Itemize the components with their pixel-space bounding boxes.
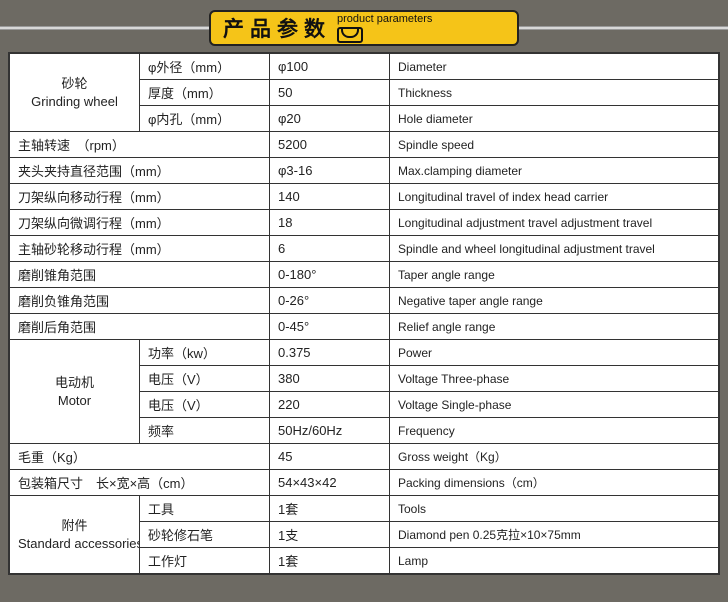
param-en: Max.clamping diameter [390, 158, 719, 184]
table-row: 附件Standard accessories工具1套Tools [10, 496, 719, 522]
header-title-cn: 产品参数 [223, 13, 331, 43]
param-en: Taper angle range [390, 262, 719, 288]
param-en: Negative taper angle range [390, 288, 719, 314]
param-en: Diameter [390, 54, 719, 80]
param-label: 功率（kw） [140, 340, 270, 366]
param-en: Spindle speed [390, 132, 719, 158]
param-label: 电压（V） [140, 392, 270, 418]
envelope-icon [337, 27, 363, 43]
param-label: 刀架纵向移动行程（mm） [10, 184, 270, 210]
param-en: Voltage Three-phase [390, 366, 719, 392]
param-en: Packing dimensions（cm） [390, 470, 719, 496]
param-value: 0-26° [270, 288, 390, 314]
param-label: 工具 [140, 496, 270, 522]
param-value: φ3-16 [270, 158, 390, 184]
table-row: 主轴转速 （rpm）5200Spindle speed [10, 132, 719, 158]
group-cell: 砂轮Grinding wheel [10, 54, 140, 132]
param-value: 140 [270, 184, 390, 210]
param-label: 砂轮修石笔 [140, 522, 270, 548]
param-label: 磨削负锥角范围 [10, 288, 270, 314]
param-en: Hole diameter [390, 106, 719, 132]
table-row: 主轴砂轮移动行程（mm）6Spindle and wheel longitudi… [10, 236, 719, 262]
param-value: 50Hz/60Hz [270, 418, 390, 444]
param-en: Power [390, 340, 719, 366]
header: 产品参数 product parameters [0, 0, 728, 46]
param-label: 厚度（mm） [140, 80, 270, 106]
table-row: 夹头夹持直径范围（mm）φ3-16Max.clamping diameter [10, 158, 719, 184]
table-row: 砂轮Grinding wheelφ外径（mm）φ100Diameter [10, 54, 719, 80]
param-label: 频率 [140, 418, 270, 444]
param-value: φ20 [270, 106, 390, 132]
param-en: Longitudinal travel of index head carrie… [390, 184, 719, 210]
param-value: 0-180° [270, 262, 390, 288]
param-label: 刀架纵向微调行程（mm） [10, 210, 270, 236]
param-en: Tools [390, 496, 719, 522]
param-label: 磨削后角范围 [10, 314, 270, 340]
param-label: φ外径（mm） [140, 54, 270, 80]
table-row: 磨削后角范围0-45°Relief angle range [10, 314, 719, 340]
param-label: 夹头夹持直径范围（mm） [10, 158, 270, 184]
param-en: Frequency [390, 418, 719, 444]
parameters-table: 砂轮Grinding wheelφ外径（mm）φ100Diameter厚度（mm… [9, 53, 719, 574]
param-value: 1套 [270, 496, 390, 522]
param-en: Spindle and wheel longitudinal adjustmen… [390, 236, 719, 262]
param-label: 磨削锥角范围 [10, 262, 270, 288]
param-en: Voltage Single-phase [390, 392, 719, 418]
header-badge: 产品参数 product parameters [209, 10, 519, 46]
header-title-en: product parameters [337, 13, 432, 25]
param-value: 5200 [270, 132, 390, 158]
param-value: 1套 [270, 548, 390, 574]
param-value: 54×43×42 [270, 470, 390, 496]
param-label: 工作灯 [140, 548, 270, 574]
param-label: 电压（V） [140, 366, 270, 392]
table-row: 包装箱尺寸 长×宽×高（cm）54×43×42Packing dimension… [10, 470, 719, 496]
param-label: 主轴转速 （rpm） [10, 132, 270, 158]
param-label: φ内孔（mm） [140, 106, 270, 132]
table-row: 磨削锥角范围0-180°Taper angle range [10, 262, 719, 288]
param-value: 1支 [270, 522, 390, 548]
param-en: Relief angle range [390, 314, 719, 340]
param-en: Thickness [390, 80, 719, 106]
param-value: 220 [270, 392, 390, 418]
param-label: 毛重（Kg） [10, 444, 270, 470]
param-value: 18 [270, 210, 390, 236]
table-row: 刀架纵向微调行程（mm）18Longitudinal adjustment tr… [10, 210, 719, 236]
group-cell: 电动机Motor [10, 340, 140, 444]
table-row: 电动机Motor功率（kw）0.375Power [10, 340, 719, 366]
param-en: Lamp [390, 548, 719, 574]
param-value: 50 [270, 80, 390, 106]
param-value: 0.375 [270, 340, 390, 366]
parameters-table-wrap: 砂轮Grinding wheelφ外径（mm）φ100Diameter厚度（mm… [8, 52, 720, 575]
param-value: 380 [270, 366, 390, 392]
param-label: 主轴砂轮移动行程（mm） [10, 236, 270, 262]
param-value: 0-45° [270, 314, 390, 340]
param-label: 包装箱尺寸 长×宽×高（cm） [10, 470, 270, 496]
table-row: 刀架纵向移动行程（mm）140Longitudinal travel of in… [10, 184, 719, 210]
param-value: 45 [270, 444, 390, 470]
group-cell: 附件Standard accessories [10, 496, 140, 574]
param-value: φ100 [270, 54, 390, 80]
table-row: 毛重（Kg）45Gross weight（Kg） [10, 444, 719, 470]
param-value: 6 [270, 236, 390, 262]
param-en: Longitudinal adjustment travel adjustmen… [390, 210, 719, 236]
table-row: 磨削负锥角范围0-26°Negative taper angle range [10, 288, 719, 314]
param-en: Gross weight（Kg） [390, 444, 719, 470]
param-en: Diamond pen 0.25克拉×10×75mm [390, 522, 719, 548]
